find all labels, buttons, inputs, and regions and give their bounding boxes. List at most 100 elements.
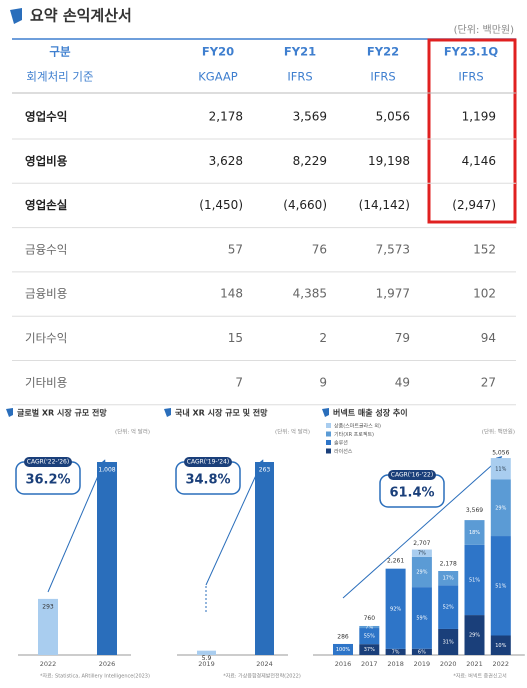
bar-segment — [464, 520, 485, 545]
doc-unit: (단위: 백만원) — [454, 23, 514, 36]
bar-segment — [359, 644, 380, 655]
bar — [38, 598, 58, 655]
segment-label: 29% — [416, 569, 427, 575]
legend-swatch — [326, 431, 331, 437]
table-cell: 2 — [319, 331, 327, 345]
chart-title: 글로벌 XR 시장 규모 전망 — [17, 408, 107, 418]
row-label: 기타수익 — [25, 331, 67, 345]
bar-segment — [411, 587, 432, 649]
trend-arrow — [342, 456, 503, 599]
segment-label: 37% — [364, 647, 375, 653]
table-header-cell: FY23.1Q — [444, 45, 499, 59]
total-label: 3,569 — [466, 507, 483, 514]
bar — [255, 462, 274, 655]
bar-segment — [411, 556, 432, 588]
bar-segment — [464, 544, 485, 616]
x-tick-label: 2017 — [361, 660, 378, 668]
segment-label: 7% — [392, 649, 400, 655]
x-tick-label: 2019 — [198, 660, 215, 668]
chart-source: *자료: 가상융합경제발전전략(2022) — [223, 673, 301, 680]
bar-segment — [490, 536, 511, 636]
table-header-cell: FY21 — [284, 45, 316, 59]
x-tick-label: 2024 — [256, 660, 273, 668]
segment-label: 51% — [469, 577, 480, 583]
table-cell: (2,947) — [452, 198, 496, 212]
cagr-pill — [388, 470, 436, 480]
table-cell: 3,569 — [293, 110, 327, 124]
x-tick-label: 2021 — [466, 660, 483, 668]
row-label: 금융비용 — [25, 287, 67, 301]
table-header-cell: IFRS — [287, 70, 312, 84]
total-label: 286 — [337, 633, 349, 640]
highlight-box — [427, 38, 517, 224]
cagr-label: CAGR('22-'26) — [27, 459, 69, 466]
table-header-cell: FY22 — [367, 45, 399, 59]
chart-unit: (단위: 억 달러) — [275, 428, 310, 436]
x-tick-label: 2018 — [387, 660, 404, 668]
cagr-value: 34.8% — [185, 473, 230, 488]
segment-label: 31% — [443, 639, 454, 645]
table-header-cell: FY20 — [202, 45, 234, 59]
table-cell: 94 — [481, 331, 496, 345]
legend-swatch — [326, 423, 331, 428]
table-cell: 57 — [228, 242, 243, 256]
table-cell: 7,573 — [376, 242, 410, 256]
segment-label: 52% — [443, 605, 454, 611]
table-cell: 2,178 — [209, 110, 243, 124]
total-label: 760 — [364, 615, 376, 622]
table-cell: 79 — [395, 331, 410, 345]
total-label: 5,056 — [492, 450, 509, 457]
table-cell: 4,146 — [462, 154, 496, 168]
table-cell: 19,198 — [368, 154, 410, 168]
table-header-cell: IFRS — [370, 70, 395, 84]
table-cell: 1,977 — [376, 287, 410, 301]
value-label: 263 — [259, 467, 271, 474]
table-cell: 8,229 — [293, 154, 327, 168]
table-cell: 102 — [473, 287, 496, 301]
cagr-label: CAGR('19-'24) — [187, 459, 229, 466]
bar-segment — [359, 628, 380, 645]
table-cell: 5,056 — [376, 110, 410, 124]
segment-label: 11% — [495, 466, 506, 472]
legend-swatch — [326, 448, 331, 454]
bar-segment — [438, 570, 459, 586]
table-cell: 15 — [228, 331, 243, 345]
row-label: 영업비용 — [25, 154, 68, 168]
table-header-cell: IFRS — [458, 70, 483, 84]
total-label: 2,707 — [413, 540, 430, 547]
chart-title: 버넥트 매출 성장 추이 — [333, 408, 408, 418]
table-cell: 76 — [312, 242, 327, 256]
bar-segment — [385, 568, 406, 649]
segment-label: 51% — [495, 583, 506, 589]
segment-label: 18% — [469, 530, 480, 536]
table-cell: 27 — [481, 375, 496, 389]
table-cell: (14,142) — [359, 198, 410, 212]
cagr-value: 36.2% — [25, 473, 70, 488]
total-label: 2,178 — [440, 560, 457, 567]
chart-title: 국내 XR 시장 규모 및 전망 — [175, 408, 268, 418]
table-cell: 1,199 — [462, 110, 496, 124]
segment-label: 92% — [390, 606, 401, 612]
trend-arrow — [47, 459, 106, 593]
legend-label: 상품(스마트글라스 외) — [334, 423, 381, 430]
bar-segment — [438, 628, 459, 655]
cagr-label: CAGR('16-'22) — [391, 472, 433, 479]
table-cell: (1,450) — [199, 198, 243, 212]
table-cell: (4,660) — [283, 198, 327, 212]
value-label: 1,008 — [98, 467, 115, 474]
table-cell: 148 — [220, 287, 243, 301]
segment-label: 17% — [443, 576, 454, 582]
row-label: 영업손실 — [25, 198, 67, 212]
trend-arrow — [205, 459, 264, 586]
x-tick-label: 2019 — [414, 660, 431, 668]
row-label: 영업수익 — [25, 110, 67, 124]
chart-source: *자료: 버넥트 증권신고서 — [453, 673, 506, 680]
segment-label: 7% — [365, 625, 373, 631]
bar-segment — [359, 625, 380, 629]
doc-title: 요약 손익계산서 — [30, 7, 132, 25]
x-tick-label: 2022 — [493, 660, 510, 668]
value-label: 293 — [42, 603, 54, 610]
segment-label: 29% — [495, 505, 506, 511]
bar — [97, 462, 117, 655]
